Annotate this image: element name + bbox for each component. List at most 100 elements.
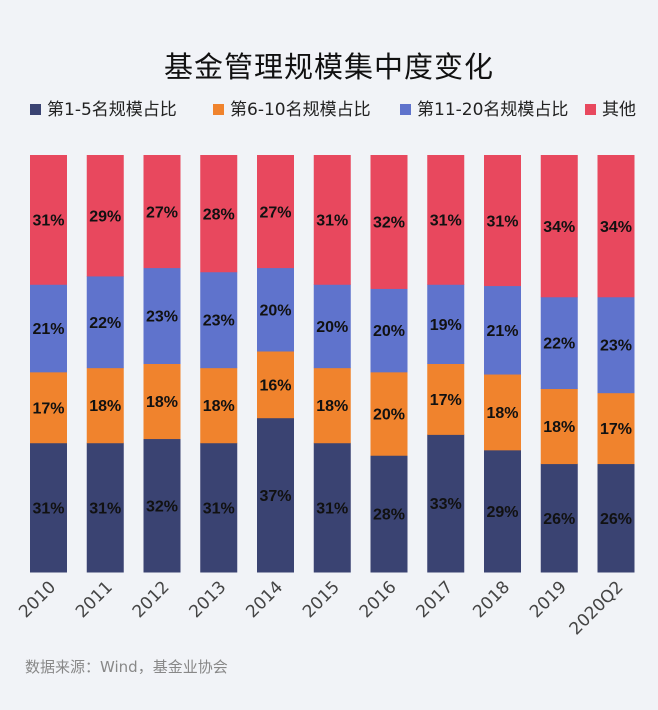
data-label-2015-series-2: 18%	[316, 398, 348, 415]
bar-segment-2020Q2-series-2	[597, 392, 635, 465]
bar-segment-2012-series-4	[143, 155, 181, 269]
bar-segment-2012-series-2	[143, 363, 181, 440]
data-label-2012-series-2: 18%	[146, 394, 178, 411]
data-label-2020Q2-series-4: 34%	[600, 219, 632, 236]
bar-segment-2020Q2-series-4	[597, 155, 635, 298]
data-label-2017-series-3: 19%	[430, 317, 462, 334]
data-label-2016-series-2: 20%	[373, 407, 405, 424]
data-label-2014-series-4: 27%	[259, 204, 291, 221]
data-label-2010-series-3: 21%	[32, 321, 64, 338]
bar-segment-2016-series-3	[370, 288, 408, 373]
bar-segment-2011-series-1	[86, 442, 124, 573]
data-label-2011-series-4: 29%	[89, 208, 121, 225]
bar-segment-2015-series-1	[313, 442, 351, 573]
data-label-2010-series-4: 31%	[32, 213, 64, 230]
bar-segment-2019-series-3	[540, 296, 578, 390]
bar-segment-2016-series-2	[370, 371, 408, 456]
bar-segment-2018-series-1	[484, 449, 521, 573]
bar-segment-2014-series-1	[257, 417, 294, 573]
data-label-2011-series-2: 18%	[89, 398, 121, 415]
legend-label-series-3: 第11-20名规模占比	[417, 100, 569, 120]
data-label-2019-series-4: 34%	[543, 219, 575, 236]
data-label-2018-series-4: 31%	[486, 213, 518, 230]
x-tick-label-2016: 2016	[356, 577, 401, 622]
bar-segment-2015-series-3	[313, 284, 351, 369]
data-label-2011-series-1: 31%	[89, 500, 121, 517]
bar-segment-2012-series-1	[143, 438, 181, 573]
bar-segment-2013-series-3	[200, 271, 238, 369]
legend-swatch-series-1	[30, 104, 41, 115]
stacked-bar-chart: 31% 17% 21% 31% 2010 31% 18% 22% 29% 2011 32% 18% 23…	[15, 155, 635, 639]
bar-segment-2011-series-4	[86, 155, 124, 277]
legend-label-series-2: 第6-10名规模占比	[230, 100, 371, 120]
x-tick-label-2010: 2010	[15, 577, 60, 622]
data-label-2018-series-1: 29%	[486, 504, 518, 521]
bar-segment-2018-series-2	[484, 374, 521, 451]
bar-segment-2014-series-4	[257, 155, 294, 269]
data-label-2012-series-4: 27%	[146, 204, 178, 221]
data-label-2014-series-2: 16%	[259, 377, 291, 394]
legend-item-series-2: 第6-10名规模占比	[213, 98, 371, 122]
bar-segment-2014-series-2	[257, 350, 294, 419]
bar-segment-2015-series-2	[313, 367, 351, 444]
bar-segment-2019-series-2	[540, 388, 578, 465]
bar-segment-2020Q2-series-1	[597, 463, 635, 573]
bar-segment-2017-series-2	[427, 363, 465, 435]
bar-segment-2018-series-3	[484, 285, 521, 375]
legend-swatch-series-4	[585, 104, 596, 115]
data-label-2018-series-3: 21%	[486, 323, 518, 340]
bar-segment-2015-series-4	[313, 155, 351, 285]
data-label-2017-series-4: 31%	[430, 213, 462, 230]
legend-swatch-series-3	[400, 104, 411, 115]
bar-segment-2018-series-4	[484, 155, 521, 287]
legend-item-series-3: 第11-20名规模占比	[400, 98, 568, 122]
data-label-2013-series-1: 31%	[203, 500, 235, 517]
bar-segment-2013-series-1	[200, 442, 238, 573]
data-label-2014-series-1: 37%	[259, 488, 291, 505]
x-tick-label-2020Q2: 2020Q2	[566, 577, 628, 639]
bar-segment-2016-series-1	[370, 455, 408, 573]
bar-segment-2019-series-1	[540, 463, 578, 573]
legend: 第1-5名规模占比 第6-10名规模占比 第11-20名规模占比 其他	[0, 98, 658, 122]
bar-segment-2020Q2-series-3	[597, 296, 635, 394]
bar-segment-2019-series-4	[540, 155, 578, 298]
data-label-2015-series-1: 31%	[316, 500, 348, 517]
x-tick-label-2013: 2013	[186, 577, 231, 622]
bar-segment-2016-series-4	[370, 155, 408, 289]
bar-segment-2010-series-1	[30, 442, 67, 573]
data-label-2016-series-3: 20%	[373, 323, 405, 340]
data-label-2015-series-4: 31%	[316, 213, 348, 230]
legend-swatch-series-2	[213, 104, 224, 115]
data-label-2013-series-3: 23%	[203, 313, 235, 330]
data-label-2017-series-2: 17%	[430, 392, 462, 409]
data-label-2013-series-2: 18%	[203, 398, 235, 415]
source-note: 数据来源：Wind，基金业协会	[25, 658, 228, 676]
bar-segment-2010-series-3	[30, 284, 67, 373]
bar-segment-2017-series-4	[427, 155, 465, 285]
data-label-2013-series-4: 28%	[203, 206, 235, 223]
bar-segment-2011-series-3	[86, 275, 124, 369]
chart-title: 基金管理规模集中度变化	[163, 50, 494, 84]
data-label-2010-series-1: 31%	[32, 500, 64, 517]
data-label-2014-series-3: 20%	[259, 302, 291, 319]
legend-label-series-4: 其他	[602, 100, 636, 120]
data-label-2015-series-3: 20%	[316, 319, 348, 336]
data-label-2020Q2-series-2: 17%	[600, 421, 632, 438]
bar-segment-2010-series-2	[30, 371, 67, 444]
data-label-2019-series-3: 22%	[543, 336, 575, 353]
legend-item-series-1: 第1-5名规模占比	[30, 98, 177, 122]
legend-item-series-4: 其他	[585, 98, 636, 122]
x-tick-label-2019: 2019	[526, 577, 571, 622]
x-tick-label-2018: 2018	[469, 577, 514, 622]
bar-segment-2013-series-4	[200, 155, 238, 273]
data-label-2018-series-2: 18%	[486, 405, 518, 422]
x-tick-label-2015: 2015	[299, 577, 344, 622]
data-label-2016-series-1: 28%	[373, 507, 405, 524]
data-label-2016-series-4: 32%	[373, 215, 405, 232]
data-label-2017-series-1: 33%	[430, 496, 462, 513]
x-tick-label-2011: 2011	[72, 577, 117, 622]
data-label-2011-series-3: 22%	[89, 315, 121, 332]
bar-segment-2017-series-3	[427, 284, 465, 364]
bar-segment-2012-series-3	[143, 267, 181, 364]
